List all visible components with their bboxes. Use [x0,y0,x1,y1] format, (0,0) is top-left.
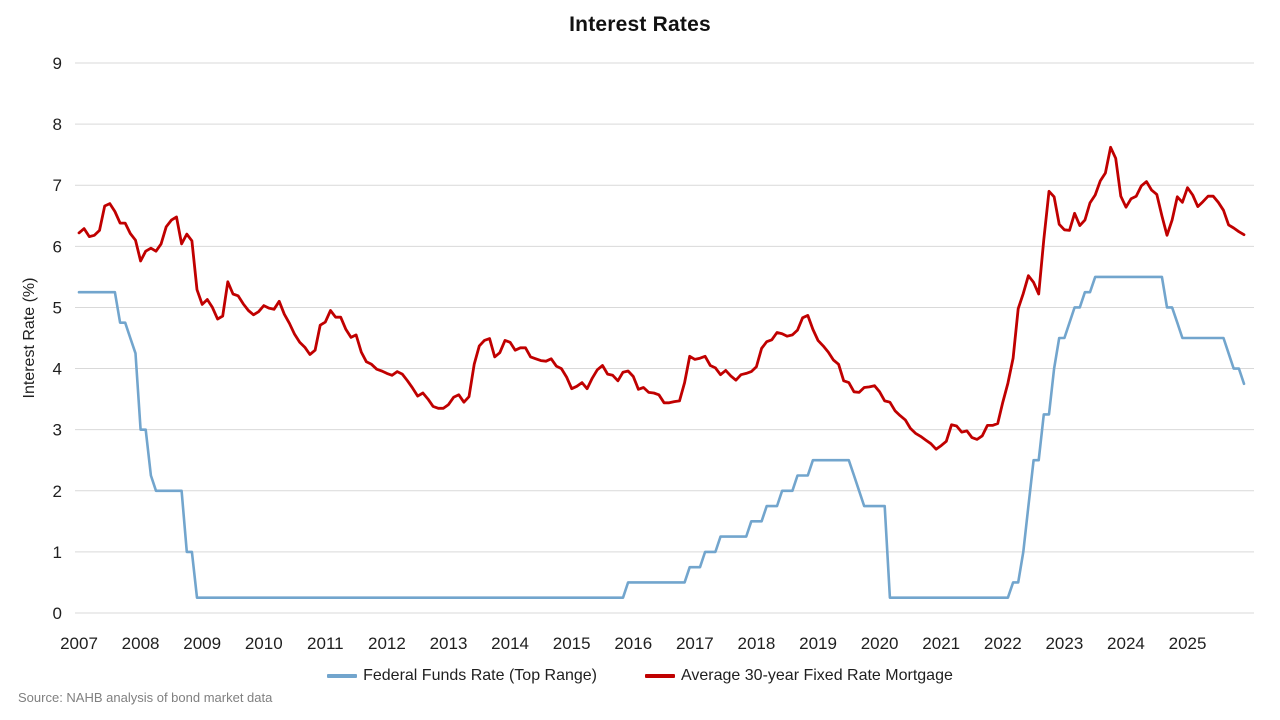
x-tick-label: 2007 [60,634,98,653]
mortgage-series-line [77,145,1246,451]
x-tick-label: 2021 [922,634,960,653]
x-tick-label: 2009 [183,634,221,653]
x-tick-label: 2014 [491,634,529,653]
x-tick-label: 2008 [122,634,160,653]
federal-funds-line-swatch-icon [327,674,358,678]
y-tick-label: 9 [53,54,62,73]
legend-item-federal-funds: Federal Funds Rate (Top Range) [327,667,597,685]
x-tick-label: 2022 [984,634,1022,653]
source-note: Source: NAHB analysis of bond market dat… [18,690,273,705]
y-axis-title: Interest Rate (%) [21,277,38,399]
x-tick-label: 2012 [368,634,406,653]
x-tick-label: 2017 [676,634,714,653]
y-tick-label: 0 [53,604,62,623]
x-tick-label: 2018 [738,634,776,653]
y-tick-label: 8 [53,115,62,134]
legend-label-federal-funds: Federal Funds Rate (Top Range) [363,667,598,684]
chart-title: Interest Rates [569,13,711,36]
y-tick-label: 2 [53,482,62,501]
y-tick-label: 4 [53,360,62,379]
x-tick-label: 2025 [1169,634,1207,653]
x-tick-label: 2015 [553,634,591,653]
federal-funds-series-line [77,275,1246,600]
y-tick-label: 6 [53,237,62,256]
x-tick-label: 2010 [245,634,283,653]
legend-item-mortgage: Average 30-year Fixed Rate Mortgage [645,667,953,685]
x-tick-label: 2023 [1045,634,1083,653]
x-tick-label: 2019 [799,634,837,653]
legend-label-mortgage: Average 30-year Fixed Rate Mortgage [681,667,953,684]
x-tick-label: 2011 [307,634,344,653]
x-tick-label: 2013 [430,634,468,653]
mortgage-line-swatch-icon [645,674,676,678]
y-tick-label: 7 [53,176,62,195]
x-tick-label: 2020 [861,634,899,653]
x-tick-label: 2024 [1107,634,1145,653]
x-tick-label: 2016 [614,634,652,653]
y-tick-label: 5 [53,298,62,317]
y-tick-label: 1 [53,543,62,562]
legend: Federal Funds Rate (Top Range) Average 3… [0,667,1280,685]
y-tick-label: 3 [53,421,62,440]
